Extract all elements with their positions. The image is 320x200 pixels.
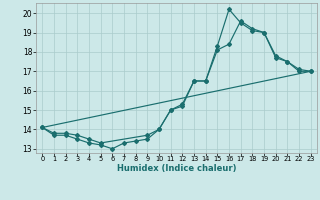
- X-axis label: Humidex (Indice chaleur): Humidex (Indice chaleur): [117, 164, 236, 173]
